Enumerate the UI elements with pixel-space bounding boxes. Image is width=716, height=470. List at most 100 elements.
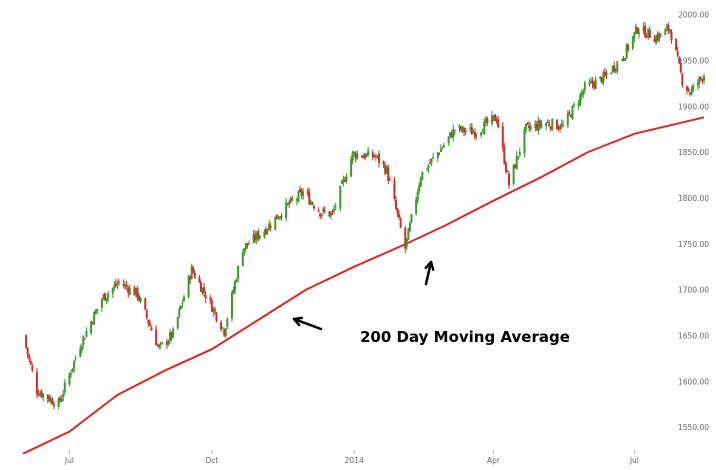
candle xyxy=(297,190,300,203)
candle xyxy=(668,28,671,34)
candle xyxy=(353,151,356,157)
candle xyxy=(291,195,294,202)
candle xyxy=(549,125,552,132)
y-tick-label: 1850.00 xyxy=(678,148,709,157)
candle xyxy=(670,29,673,44)
candle xyxy=(681,72,684,88)
candle xyxy=(528,121,531,132)
candle xyxy=(74,355,77,362)
candle xyxy=(526,122,529,126)
candle xyxy=(161,341,164,345)
candle xyxy=(655,34,658,45)
candle xyxy=(255,230,258,245)
candle xyxy=(562,120,565,128)
candle xyxy=(492,115,495,122)
candle xyxy=(395,196,398,210)
candle xyxy=(170,331,173,342)
candle xyxy=(483,118,486,136)
candle xyxy=(133,285,136,296)
candle xyxy=(610,72,613,75)
candle xyxy=(555,118,558,130)
x-tick-label: Apr xyxy=(487,456,501,465)
candle xyxy=(399,216,402,229)
candle xyxy=(481,128,484,134)
candle xyxy=(453,129,456,135)
candle xyxy=(548,119,551,128)
candlesticks xyxy=(25,21,705,410)
candle xyxy=(566,110,569,129)
candle xyxy=(340,180,343,184)
candle xyxy=(178,306,181,319)
candle xyxy=(644,22,647,39)
candle xyxy=(190,263,193,280)
candle xyxy=(128,284,131,296)
candle xyxy=(138,293,141,303)
candle xyxy=(703,73,705,85)
candle xyxy=(212,306,215,317)
candle xyxy=(512,164,515,186)
candle xyxy=(134,287,137,298)
candle xyxy=(343,176,346,183)
candle xyxy=(594,76,597,89)
candle xyxy=(144,297,147,311)
candle xyxy=(125,280,128,291)
candle xyxy=(642,21,645,35)
candle xyxy=(156,343,159,348)
candle xyxy=(199,280,202,292)
candle xyxy=(49,394,52,405)
candle xyxy=(150,325,153,331)
candle xyxy=(169,328,172,344)
candle xyxy=(385,165,388,175)
candle xyxy=(210,297,213,312)
candle xyxy=(317,207,320,213)
candle xyxy=(647,28,650,40)
candle xyxy=(117,278,120,286)
candle xyxy=(698,76,701,89)
candle xyxy=(458,123,461,133)
candle xyxy=(679,58,682,74)
candle xyxy=(577,99,580,110)
candle xyxy=(243,248,246,256)
candle xyxy=(415,196,418,216)
candle xyxy=(40,389,43,399)
candle xyxy=(506,169,509,173)
candle xyxy=(246,242,249,249)
candle xyxy=(407,227,410,240)
candle xyxy=(165,338,168,349)
candle xyxy=(59,395,62,403)
candle xyxy=(57,397,60,410)
candle xyxy=(83,338,86,340)
y-tick-label: 1600.00 xyxy=(678,377,709,386)
candle xyxy=(600,76,603,85)
candle xyxy=(136,286,139,302)
candle xyxy=(692,83,695,93)
candle xyxy=(546,119,549,123)
candle xyxy=(616,60,619,75)
candle xyxy=(247,240,250,245)
y-tick-label: 1750.00 xyxy=(678,240,709,249)
candle xyxy=(388,176,391,182)
candle xyxy=(300,187,303,200)
candle xyxy=(342,175,345,187)
candle xyxy=(625,42,628,60)
candle xyxy=(675,38,678,51)
candle xyxy=(215,312,218,323)
candle xyxy=(114,278,117,288)
candle xyxy=(571,105,574,120)
candle xyxy=(551,118,554,131)
candle xyxy=(387,164,390,185)
candle xyxy=(461,125,464,134)
candle xyxy=(181,299,184,308)
candle xyxy=(91,321,94,325)
candle xyxy=(204,291,207,304)
candle xyxy=(105,297,108,305)
candle xyxy=(277,215,280,220)
candle xyxy=(68,372,71,387)
candle xyxy=(69,370,72,378)
candle xyxy=(495,116,498,125)
candle xyxy=(497,115,500,129)
candle xyxy=(264,226,267,235)
candle xyxy=(28,353,31,363)
candle xyxy=(139,296,142,304)
candle xyxy=(545,122,548,131)
